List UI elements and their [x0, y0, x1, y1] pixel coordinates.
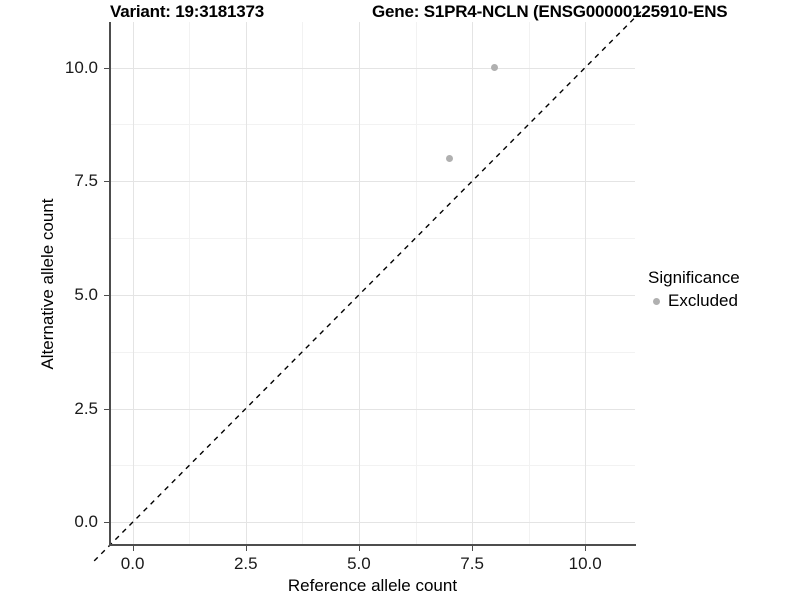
gridline-minor-horizontal [110, 351, 635, 353]
chart-title-row: Variant: 19:3181373 Gene: S1PR4-NCLN (EN… [0, 0, 800, 26]
x-axis-tick-label: 2.5 [233, 554, 258, 573]
variant-title: Variant: 19:3181373 [110, 2, 265, 21]
x-axis-tick [132, 546, 134, 551]
legend-item-label: Excluded [668, 291, 738, 310]
y-axis-tick-label: 7.5 [74, 171, 98, 191]
gridline-major-vertical [132, 22, 134, 545]
y-axis-line [109, 22, 111, 546]
gridline-minor-horizontal [110, 124, 635, 126]
gridline-major-horizontal [110, 294, 635, 296]
x-axis-tick-label: 0.0 [120, 554, 145, 573]
x-axis-tick [472, 546, 474, 551]
x-axis-label: Reference allele count [287, 576, 458, 595]
x-axis-tick [245, 546, 247, 551]
y-axis-tick [104, 181, 109, 183]
gridline-minor-vertical [415, 22, 417, 545]
legend-dot-icon [652, 297, 660, 305]
data-point [491, 64, 499, 71]
plot-panel [93, 7, 645, 562]
gene-title: Gene: S1PR4-NCLN (ENSG00000125910-ENS [372, 2, 728, 21]
legend: Significance Excluded [648, 268, 798, 312]
gridline-major-horizontal [110, 67, 635, 69]
y-axis-tick-label: 0.0 [74, 512, 98, 532]
gridline-major-vertical [245, 22, 247, 545]
legend-title: Significance [648, 268, 740, 287]
gridline-major-vertical [358, 22, 360, 545]
x-axis-line [109, 544, 636, 546]
gridline-major-vertical [472, 22, 474, 545]
x-axis-tick [585, 546, 587, 551]
gridline-minor-vertical [189, 22, 191, 545]
legend-item[interactable]: Excluded [648, 290, 798, 312]
y-axis-tick [104, 522, 109, 524]
gridline-minor-horizontal [110, 238, 635, 239]
data-point [445, 154, 453, 162]
plot-panel-gridarea [110, 22, 635, 545]
gridline-major-horizontal [110, 408, 635, 410]
y-axis-tick [104, 67, 109, 69]
y-axis-label: Alternative allele count [38, 198, 57, 370]
x-axis-tick-label: 7.5 [460, 554, 484, 573]
x-axis-tick-label: 10.0 [568, 554, 602, 573]
gridline-minor-horizontal [110, 465, 635, 467]
y-axis-tick [104, 294, 109, 296]
y-axis-tick [104, 408, 109, 410]
x-axis-tick-label: 5.0 [347, 554, 371, 573]
gridline-major-vertical [585, 22, 587, 545]
y-axis-tick-label: 10.0 [64, 57, 98, 77]
y-axis-tick-label: 5.0 [74, 284, 98, 304]
gridline-minor-vertical [528, 22, 530, 545]
y-axis-tick-label: 2.5 [74, 398, 98, 418]
gridline-major-horizontal [110, 522, 635, 524]
x-axis-tick [358, 546, 360, 551]
gridline-minor-vertical [302, 22, 304, 545]
gridline-major-horizontal [110, 181, 635, 183]
diagonal-reference-line [93, 7, 645, 562]
legend-items: Excluded [648, 290, 798, 312]
legend-key [648, 293, 664, 309]
